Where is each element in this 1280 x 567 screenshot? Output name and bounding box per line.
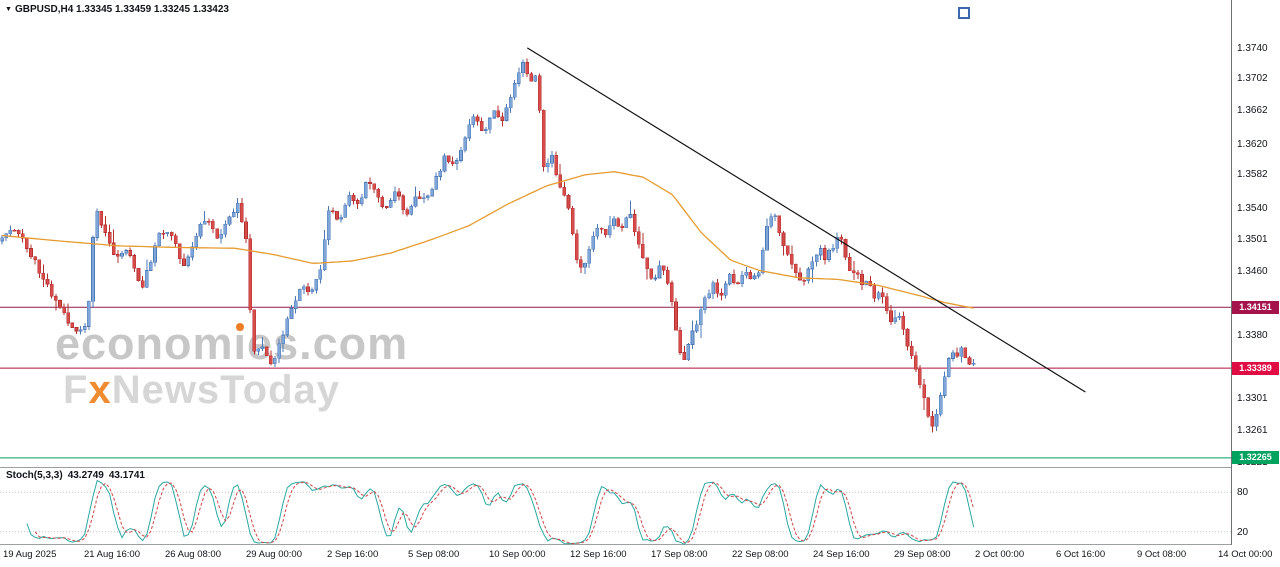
stoch-main-line[interactable] bbox=[26, 479, 975, 545]
time-axis-label: 6 Oct 16:00 bbox=[1056, 549, 1106, 560]
price-axis-label: 1.3702 bbox=[1237, 73, 1268, 85]
watermark-x: x bbox=[88, 368, 112, 413]
descending-trendline[interactable] bbox=[526, 47, 1086, 393]
price-axis-label: 1.3620 bbox=[1237, 138, 1268, 150]
watermark-i-dot: i bbox=[233, 318, 248, 369]
price-axis[interactable]: 1.3740 1.3702 1.3662 1.3620 1.3582 1.3540 1.35… bbox=[1232, 0, 1280, 545]
time-axis-label: 2 Oct 00:00 bbox=[975, 549, 1025, 560]
price-axis-label: 1.3540 bbox=[1237, 202, 1268, 214]
watermark-text: NewsToday bbox=[111, 368, 341, 413]
time-axis-label: 12 Sep 16:00 bbox=[570, 549, 627, 560]
price-axis-label: 1.3261 bbox=[1237, 425, 1268, 437]
watermark-fxnewstoday: FxNewsToday bbox=[63, 369, 408, 411]
time-axis-label: 24 Sep 16:00 bbox=[813, 549, 870, 560]
time-axis-label: 26 Aug 08:00 bbox=[165, 549, 221, 560]
time-axis-label: 29 Aug 00:00 bbox=[246, 549, 302, 560]
stoch-signal-line[interactable] bbox=[34, 481, 975, 545]
time-axis-label: 10 Sep 00:00 bbox=[489, 549, 546, 560]
watermark-text: F bbox=[63, 368, 89, 413]
price-axis-label: 1.3662 bbox=[1237, 105, 1268, 117]
time-axis-label: 21 Aug 16:00 bbox=[84, 549, 140, 560]
horizontal-levels[interactable] bbox=[0, 306, 1232, 459]
price-level-badge: 1.32265 bbox=[1232, 451, 1279, 465]
stoch-indicator-label: Stoch(5,3,3) 43.2749 43.1741 bbox=[6, 470, 150, 481]
price-axis-label: 1.3460 bbox=[1237, 266, 1268, 278]
price-level-badge: 1.34151 bbox=[1232, 300, 1279, 314]
price-axis-label: 1.3380 bbox=[1237, 330, 1268, 342]
price-axis-label: 1.3740 bbox=[1237, 42, 1268, 54]
symbol-dropdown-icon: ▼ bbox=[5, 6, 12, 13]
price-level-badge: 1.33389 bbox=[1232, 361, 1279, 375]
price-axis-label: 1.3582 bbox=[1237, 169, 1268, 181]
stoch-name: Stoch(5,3,3) bbox=[6, 470, 63, 481]
time-axis-label: 2 Sep 16:00 bbox=[327, 549, 379, 560]
stoch-main-value: 43.2749 bbox=[67, 470, 104, 481]
time-axis[interactable]: 19 Aug 2025 21 Aug 16:00 26 Aug 08:00 29 Au… bbox=[0, 545, 1280, 567]
symbol-ohlc-text: GBPUSD,H4 1.33345 1.33459 1.33245 1.3342… bbox=[14, 4, 229, 15]
time-axis-label: 5 Sep 08:00 bbox=[408, 549, 460, 560]
stoch-axis-label: 80 bbox=[1237, 487, 1249, 499]
symbol-info: ▼ GBPUSD,H4 1.33345 1.33459 1.33245 1.334… bbox=[5, 4, 229, 15]
time-axis-label: 29 Sep 08:00 bbox=[894, 549, 951, 560]
stoch-axis-label: 20 bbox=[1237, 526, 1249, 538]
time-axis-label: 9 Oct 08:00 bbox=[1137, 549, 1187, 560]
candles bbox=[0, 58, 976, 433]
price-axis-label: 1.3501 bbox=[1237, 233, 1268, 245]
price-axis-label: 1.3301 bbox=[1237, 393, 1268, 405]
time-axis-label: 19 Aug 2025 bbox=[3, 549, 57, 560]
stochastic-indicator[interactable] bbox=[0, 479, 1232, 545]
stoch-signal-value: 43.1741 bbox=[108, 470, 145, 481]
moving-average-line[interactable] bbox=[2, 171, 974, 309]
time-axis-label: 14 Oct 00:00 bbox=[1218, 549, 1273, 560]
time-axis-label: 17 Sep 08:00 bbox=[651, 549, 708, 560]
chart-shift-icon bbox=[958, 7, 970, 19]
time-axis-label: 22 Sep 08:00 bbox=[732, 549, 789, 560]
